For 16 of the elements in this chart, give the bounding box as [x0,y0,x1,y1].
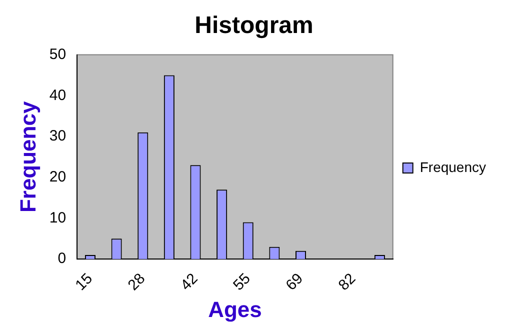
y-tick-label: 40 [49,86,66,104]
y-tick-label: 10 [49,209,66,226]
x-tick-label: 82 [335,270,360,294]
y-tick-label: 20 [49,168,66,186]
x-tick-label: 42 [177,270,202,294]
x-axis-title: Ages [208,296,262,322]
chart-title: Histogram [194,12,314,40]
x-tick-label: 69 [282,270,307,294]
y-tick-label: 0 [58,250,66,268]
x-tick-label: 28 [124,270,149,294]
y-tick-label: 30 [49,128,66,145]
x-tick-label: 55 [230,270,254,294]
y-tick-label: 50 [49,46,66,63]
x-tick-label: 15 [72,270,96,294]
legend-label: Frequency [420,158,486,175]
y-axis-title: Frequency [15,100,40,213]
